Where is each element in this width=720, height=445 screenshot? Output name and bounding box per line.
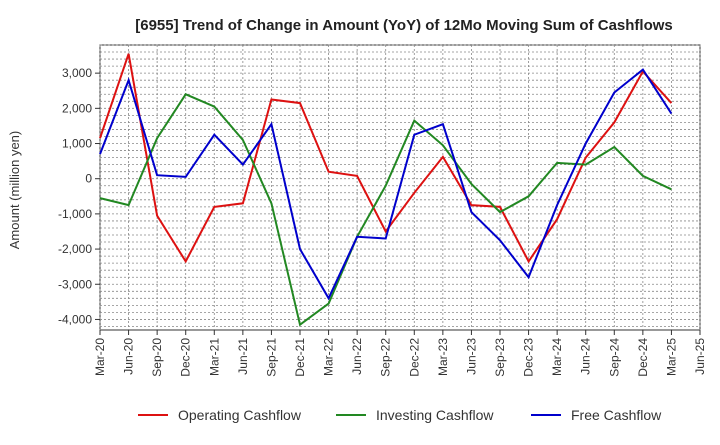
y-tick-label: -1,000 (58, 207, 92, 221)
y-tick-label: 3,000 (62, 66, 92, 80)
x-tick-label: Sep-23 (493, 338, 507, 377)
x-tick-label: Jun-23 (464, 338, 478, 375)
x-tick-label: Jun-20 (122, 338, 136, 375)
legend: Operating Cashflow Investing Cashflow Free… (138, 407, 662, 423)
x-tick-label: Dec-22 (407, 338, 421, 377)
x-tick-label: Jun-21 (236, 338, 250, 375)
legend-item-free-cashflow: Free Cashflow (531, 407, 662, 423)
legend-item-investing-cashflow: Investing Cashflow (336, 407, 494, 423)
y-tick-label: -3,000 (58, 277, 92, 291)
x-tick-label: Mar-22 (322, 338, 336, 376)
y-axis-ticks: 3,000 2,000 1,000 0 -1,000 -2,000 -3,000 -4,000 (58, 66, 100, 326)
x-tick-label: Mar-24 (550, 338, 564, 376)
x-tick-label: Dec-21 (293, 338, 307, 377)
legend-item-operating-cashflow: Operating Cashflow (138, 407, 302, 423)
x-tick-label: Mar-23 (436, 338, 450, 376)
x-tick-label: Mar-20 (93, 338, 107, 376)
x-tick-label: Jun-24 (579, 338, 593, 375)
series-lines (99, 53, 673, 327)
legend-label: Investing Cashflow (376, 407, 494, 423)
y-axis-title: Amount (million yen) (7, 131, 22, 250)
x-tick-label: Sep-20 (150, 338, 164, 377)
x-tick-label: Sep-24 (607, 338, 621, 377)
x-tick-label: Dec-24 (636, 338, 650, 377)
x-tick-label: Sep-21 (264, 338, 278, 377)
y-tick-label: 0 (85, 172, 92, 186)
x-tick-label: Jun-25 (693, 338, 707, 375)
y-tick-label: -2,000 (58, 242, 92, 256)
x-tick-label: Jun-22 (350, 338, 364, 375)
x-tick-label: Mar-25 (664, 338, 678, 376)
x-tick-label: Dec-23 (522, 338, 536, 377)
y-tick-label: 1,000 (62, 137, 92, 151)
legend-label: Free Cashflow (571, 407, 662, 423)
x-axis-ticks: Mar-20 Jun-20 Sep-20 Dec-20 Mar-21 Jun-21 Sep-… (93, 330, 707, 377)
grid-lines (99, 44, 701, 330)
x-tick-label: Mar-21 (207, 338, 221, 376)
y-tick-label: -4,000 (58, 312, 92, 326)
chart-title: [6955] Trend of Change in Amount (YoY) o… (135, 17, 673, 34)
series-line-free-cashflow (99, 68, 673, 301)
x-tick-label: Dec-20 (179, 338, 193, 377)
x-tick-label: Sep-22 (379, 338, 393, 377)
y-tick-label: 2,000 (62, 101, 92, 115)
series-line-operating-cashflow (99, 53, 673, 264)
legend-label: Operating Cashflow (178, 407, 302, 423)
